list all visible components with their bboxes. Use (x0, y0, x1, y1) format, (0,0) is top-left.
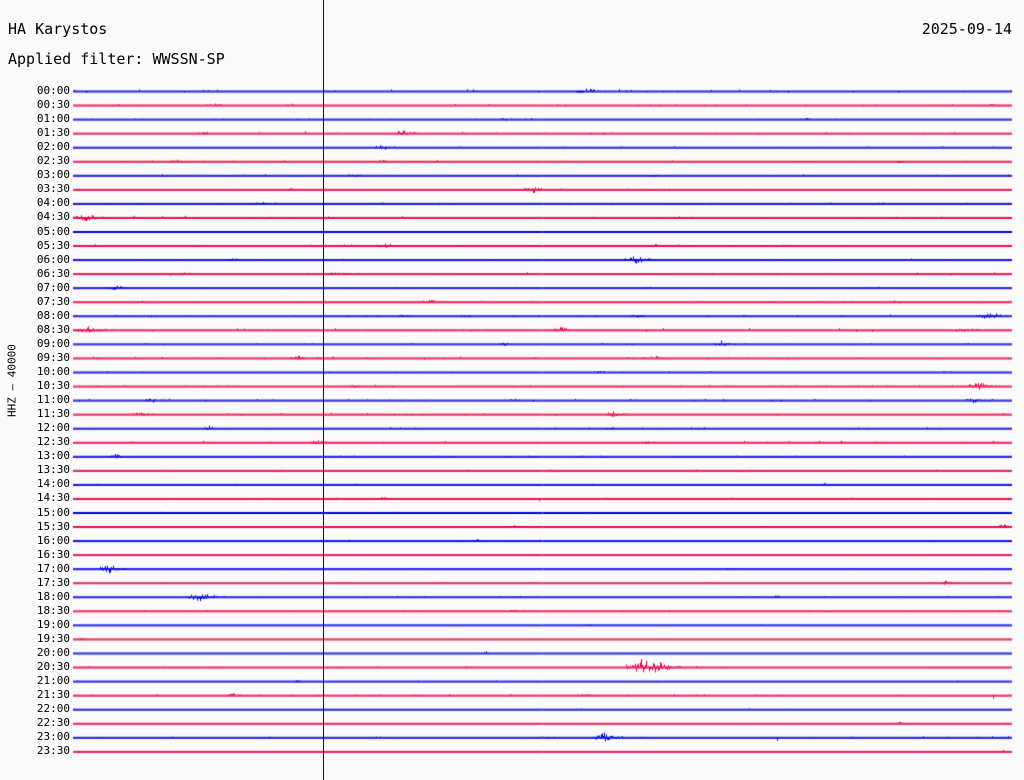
time-label: 17:00 (36, 561, 70, 575)
time-label: 15:30 (36, 519, 70, 533)
time-label: 01:00 (36, 112, 70, 126)
time-label: 12:30 (36, 435, 70, 449)
cursor-line (323, 0, 324, 780)
time-label: 20:30 (36, 660, 70, 674)
time-label: 14:30 (36, 491, 70, 505)
time-label: 06:00 (36, 252, 70, 266)
time-label: 23:30 (36, 744, 70, 758)
time-label: 05:30 (36, 238, 70, 252)
time-label: 22:30 (36, 716, 70, 730)
time-label: 11:00 (36, 393, 70, 407)
time-label: 19:30 (36, 631, 70, 645)
time-label: 00:30 (36, 98, 70, 112)
time-label: 12:00 (36, 421, 70, 435)
time-label: 10:00 (36, 365, 70, 378)
time-label: 03:30 (36, 182, 70, 196)
time-label: 13:00 (36, 449, 70, 463)
time-label: 21:30 (36, 688, 70, 702)
time-label: 17:30 (36, 575, 70, 589)
time-label: 18:00 (36, 589, 70, 603)
time-label: 13:30 (36, 463, 70, 477)
time-label: 02:00 (36, 140, 70, 154)
time-label: 14:00 (36, 477, 70, 491)
time-label: 22:00 (36, 702, 70, 716)
time-label: 02:30 (36, 154, 70, 168)
time-label: 23:00 (36, 730, 70, 744)
time-label-column: 00:00 00:30 01:00 01:30 02:00 02:30 03:00 03:30… (0, 0, 70, 780)
time-label: 09:30 (36, 350, 70, 364)
time-label: 08:30 (36, 322, 70, 336)
time-label: 19:00 (36, 617, 70, 631)
time-label: 16:30 (36, 547, 70, 561)
time-label: 00:00 (36, 84, 70, 97)
time-label: 11:30 (36, 407, 70, 421)
time-label: 08:00 (36, 308, 70, 322)
time-label: 07:30 (36, 294, 70, 308)
time-label: 18:30 (36, 603, 70, 617)
time-label: 09:00 (36, 336, 70, 350)
time-label: 04:30 (36, 210, 70, 224)
time-label: 15:00 (36, 505, 70, 519)
time-label: 04:00 (36, 196, 70, 210)
time-label: 10:30 (36, 379, 70, 393)
time-label: 16:00 (36, 533, 70, 547)
time-label: 05:00 (36, 224, 70, 238)
time-label: 07:00 (36, 280, 70, 294)
time-label: 03:00 (36, 168, 70, 182)
time-label: 06:30 (36, 266, 70, 280)
time-label: 21:00 (36, 674, 70, 688)
time-label: 20:00 (36, 646, 70, 659)
time-label: 01:30 (36, 126, 70, 140)
